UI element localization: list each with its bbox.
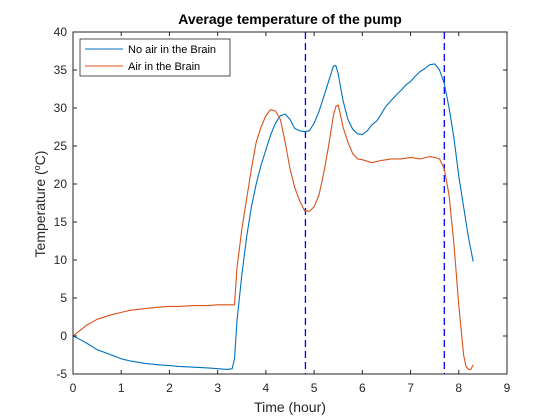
x-tick-label: 1 xyxy=(118,381,125,395)
plot-area xyxy=(73,32,507,374)
x-tick-label: 2 xyxy=(166,381,173,395)
y-tick-label: -5 xyxy=(56,367,67,381)
legend-label-air: Air in the Brain xyxy=(128,61,200,73)
y-tick-label: 40 xyxy=(54,25,68,39)
y-tick-label: 20 xyxy=(54,177,68,191)
x-tick-label: 3 xyxy=(214,381,221,395)
x-tick-label: 8 xyxy=(455,381,462,395)
y-tick-label: 30 xyxy=(54,101,68,115)
y-tick-label: 10 xyxy=(54,253,68,267)
y-axis-label-end: C) xyxy=(32,151,48,166)
x-tick-label: 6 xyxy=(359,381,366,395)
chart-title: Average temperature of the pump xyxy=(178,11,402,27)
y-axis-label-main: Temperature ( xyxy=(32,170,48,257)
x-tick-label: 0 xyxy=(70,381,77,395)
y-tick-label: 15 xyxy=(54,215,68,229)
legend-label-no-air: No air in the Brain xyxy=(128,44,216,56)
y-tick-label: 0 xyxy=(60,329,67,343)
x-tick-label: 9 xyxy=(504,381,511,395)
y-tick-label: 25 xyxy=(54,139,68,153)
x-tick-label: 4 xyxy=(263,381,270,395)
x-tick-label: 5 xyxy=(311,381,318,395)
y-tick-label: 5 xyxy=(60,291,67,305)
x-axis-label: Time (hour) xyxy=(254,399,326,415)
x-tick-label: 7 xyxy=(407,381,414,395)
legend: No air in the Brain Air in the Brain xyxy=(80,39,230,76)
y-tick-label: 35 xyxy=(54,63,68,77)
